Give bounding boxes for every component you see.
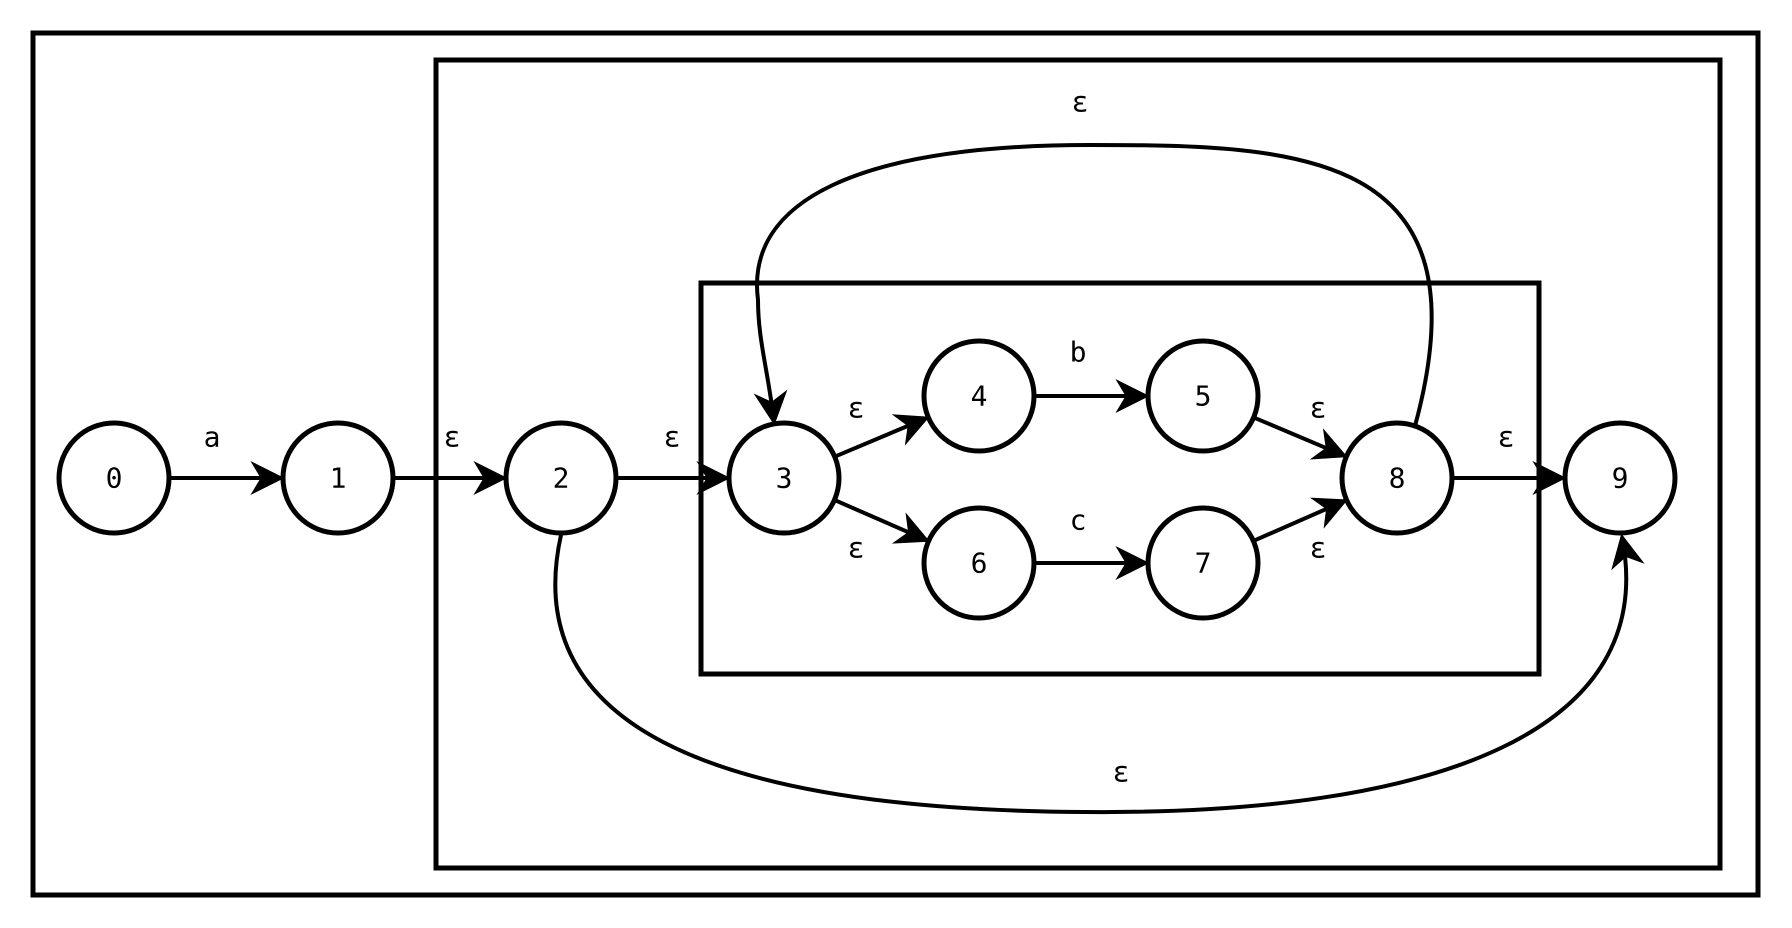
transition-label-8-9: ε bbox=[1498, 421, 1515, 454]
transition-label-5-8: ε bbox=[1310, 392, 1327, 425]
state-label: 1 bbox=[330, 462, 347, 495]
transition-label-3-6: ε bbox=[848, 532, 865, 565]
state-label: 3 bbox=[776, 462, 793, 495]
transition-label-4-5: b bbox=[1070, 336, 1087, 369]
state-label: 6 bbox=[971, 547, 988, 580]
state-circle bbox=[1339, 420, 1455, 536]
state-circle bbox=[280, 420, 396, 536]
state-6: 6 bbox=[921, 505, 1037, 621]
middle-frame bbox=[433, 57, 1723, 871]
outer-frame bbox=[30, 30, 1761, 898]
state-label: 7 bbox=[1195, 547, 1212, 580]
state-circle bbox=[1145, 505, 1261, 621]
state-label: 0 bbox=[106, 462, 123, 495]
transition-8-3 bbox=[753, 142, 1434, 427]
transition-3-4 bbox=[833, 414, 930, 459]
transitions bbox=[169, 142, 1645, 815]
state-circle bbox=[726, 420, 842, 536]
states: 0 1 2 3 4 5 6 7 8 9 bbox=[56, 338, 1678, 621]
transition-7-8 bbox=[1252, 497, 1348, 543]
state-9: 9 bbox=[1562, 420, 1678, 536]
transition-5-8 bbox=[1252, 415, 1348, 460]
state-label: 8 bbox=[1389, 462, 1406, 495]
transition-label-8-3: ε bbox=[1072, 86, 1089, 119]
state-circle bbox=[56, 420, 172, 536]
state-2: 2 bbox=[503, 420, 619, 536]
state-1: 1 bbox=[280, 420, 396, 536]
state-0: 0 bbox=[56, 420, 172, 536]
state-label: 9 bbox=[1612, 462, 1629, 495]
state-7: 7 bbox=[1145, 505, 1261, 621]
state-circle bbox=[503, 420, 619, 536]
state-8: 8 bbox=[1339, 420, 1455, 536]
transition-label-1-2: ε bbox=[444, 421, 461, 454]
transition-label-2-9: ε bbox=[1113, 756, 1130, 789]
transition-labels: a ε ε ε ε b c ε ε ε ε ε bbox=[204, 86, 1515, 789]
transition-label-3-4: ε bbox=[848, 392, 865, 425]
state-label: 4 bbox=[971, 380, 988, 413]
transition-label-0-1: a bbox=[204, 421, 221, 454]
state-circle bbox=[921, 505, 1037, 621]
state-circle bbox=[1562, 420, 1678, 536]
state-3: 3 bbox=[726, 420, 842, 536]
transition-3-6 bbox=[833, 498, 930, 544]
state-label: 2 bbox=[553, 462, 570, 495]
state-label: 5 bbox=[1195, 380, 1212, 413]
transition-label-2-3: ε bbox=[664, 421, 681, 454]
state-5: 5 bbox=[1145, 338, 1261, 454]
state-circle bbox=[921, 338, 1037, 454]
state-circle bbox=[1145, 338, 1261, 454]
transition-label-7-8: ε bbox=[1310, 532, 1327, 565]
transition-label-6-7: c bbox=[1070, 504, 1087, 537]
transition-2-9 bbox=[553, 533, 1645, 815]
state-4: 4 bbox=[921, 338, 1037, 454]
